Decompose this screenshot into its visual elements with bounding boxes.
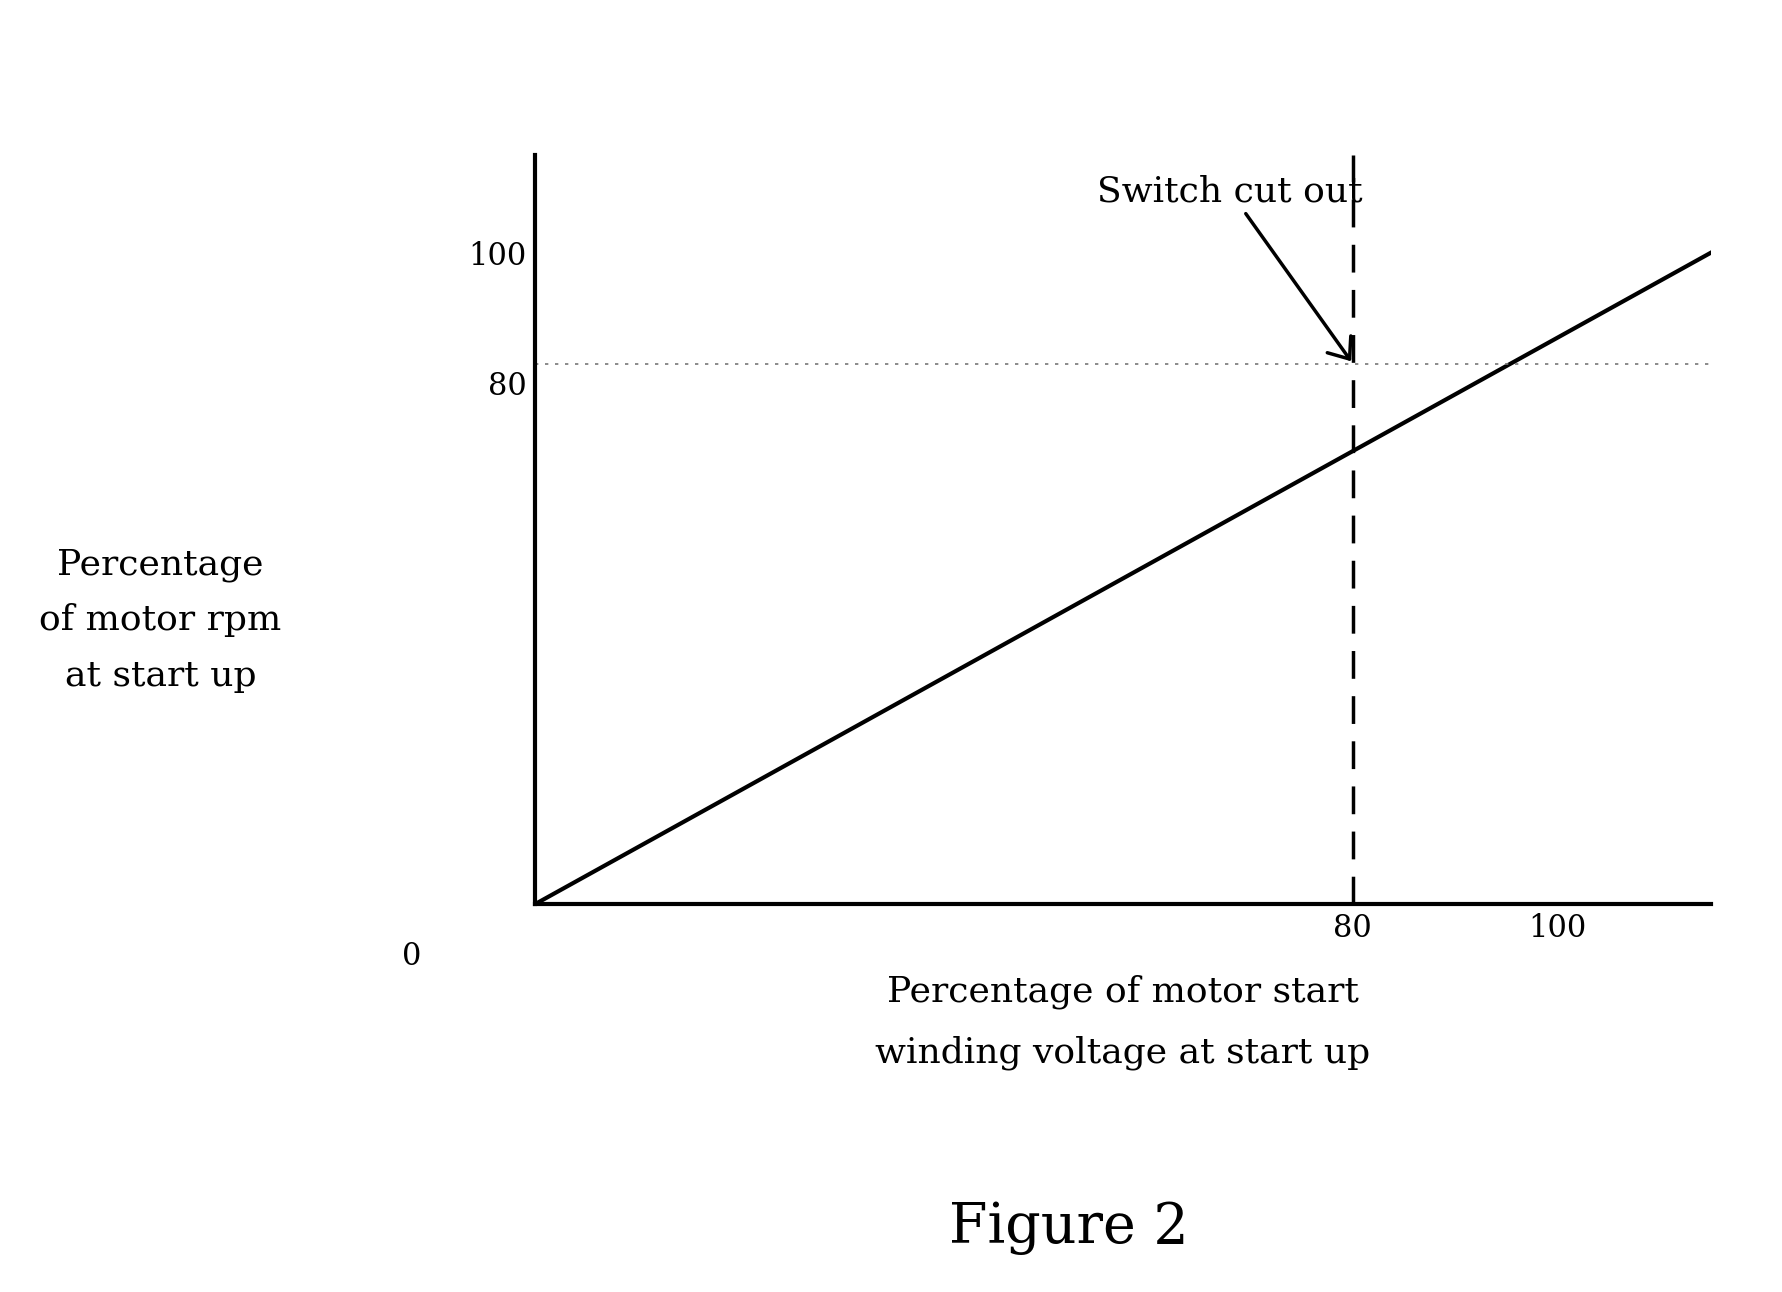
Text: Figure 2: Figure 2 xyxy=(950,1200,1189,1255)
X-axis label: Percentage of motor start
winding voltage at start up: Percentage of motor start winding voltag… xyxy=(875,974,1370,1070)
Text: Switch cut out: Switch cut out xyxy=(1098,174,1363,359)
Text: 0: 0 xyxy=(403,941,422,972)
Text: Percentage
of motor rpm
at start up: Percentage of motor rpm at start up xyxy=(39,548,282,693)
